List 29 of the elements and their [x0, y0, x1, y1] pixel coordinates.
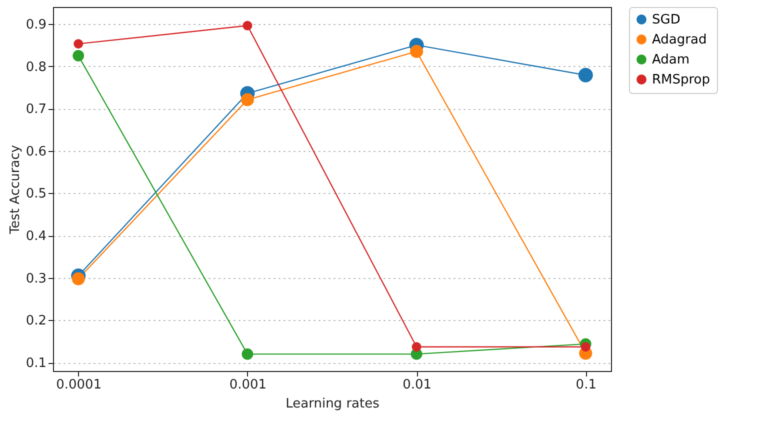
- y-tick-label: 0.5: [26, 186, 46, 202]
- y-tick-label: 0.7: [26, 102, 46, 118]
- x-tick-label: 0.01: [402, 378, 432, 392]
- legend-label: RMSprop: [652, 72, 710, 88]
- legend-label: SGD: [652, 12, 680, 28]
- point: [580, 342, 590, 352]
- point: [72, 50, 84, 62]
- y-tick-label: 0.4: [26, 229, 46, 244]
- y-tick-label: 0.9: [26, 17, 46, 32]
- y-tick-label: 0.6: [26, 144, 46, 160]
- point: [74, 39, 84, 49]
- point: [412, 342, 422, 352]
- y-tick-label: 0.2: [26, 314, 46, 329]
- legend-label: Adam: [652, 52, 690, 68]
- legend-label: Adagrad: [652, 32, 707, 48]
- y-tick-label: 0.1: [26, 356, 46, 372]
- point: [72, 272, 85, 286]
- y-axis-title: Test Accuracy: [8, 144, 23, 236]
- x-axis-title: Learning rates: [286, 396, 380, 412]
- x-tick-label: 0.0001: [56, 378, 102, 392]
- y-tick-label: 0.8: [26, 60, 46, 75]
- point: [578, 68, 593, 82]
- y-tick-label: 0.3: [26, 271, 46, 286]
- x-tick-label: 0.1: [576, 378, 596, 392]
- point: [242, 348, 254, 360]
- x-tick-label: 0.001: [229, 378, 267, 392]
- point: [240, 93, 254, 106]
- point: [410, 44, 424, 58]
- point: [242, 20, 252, 30]
